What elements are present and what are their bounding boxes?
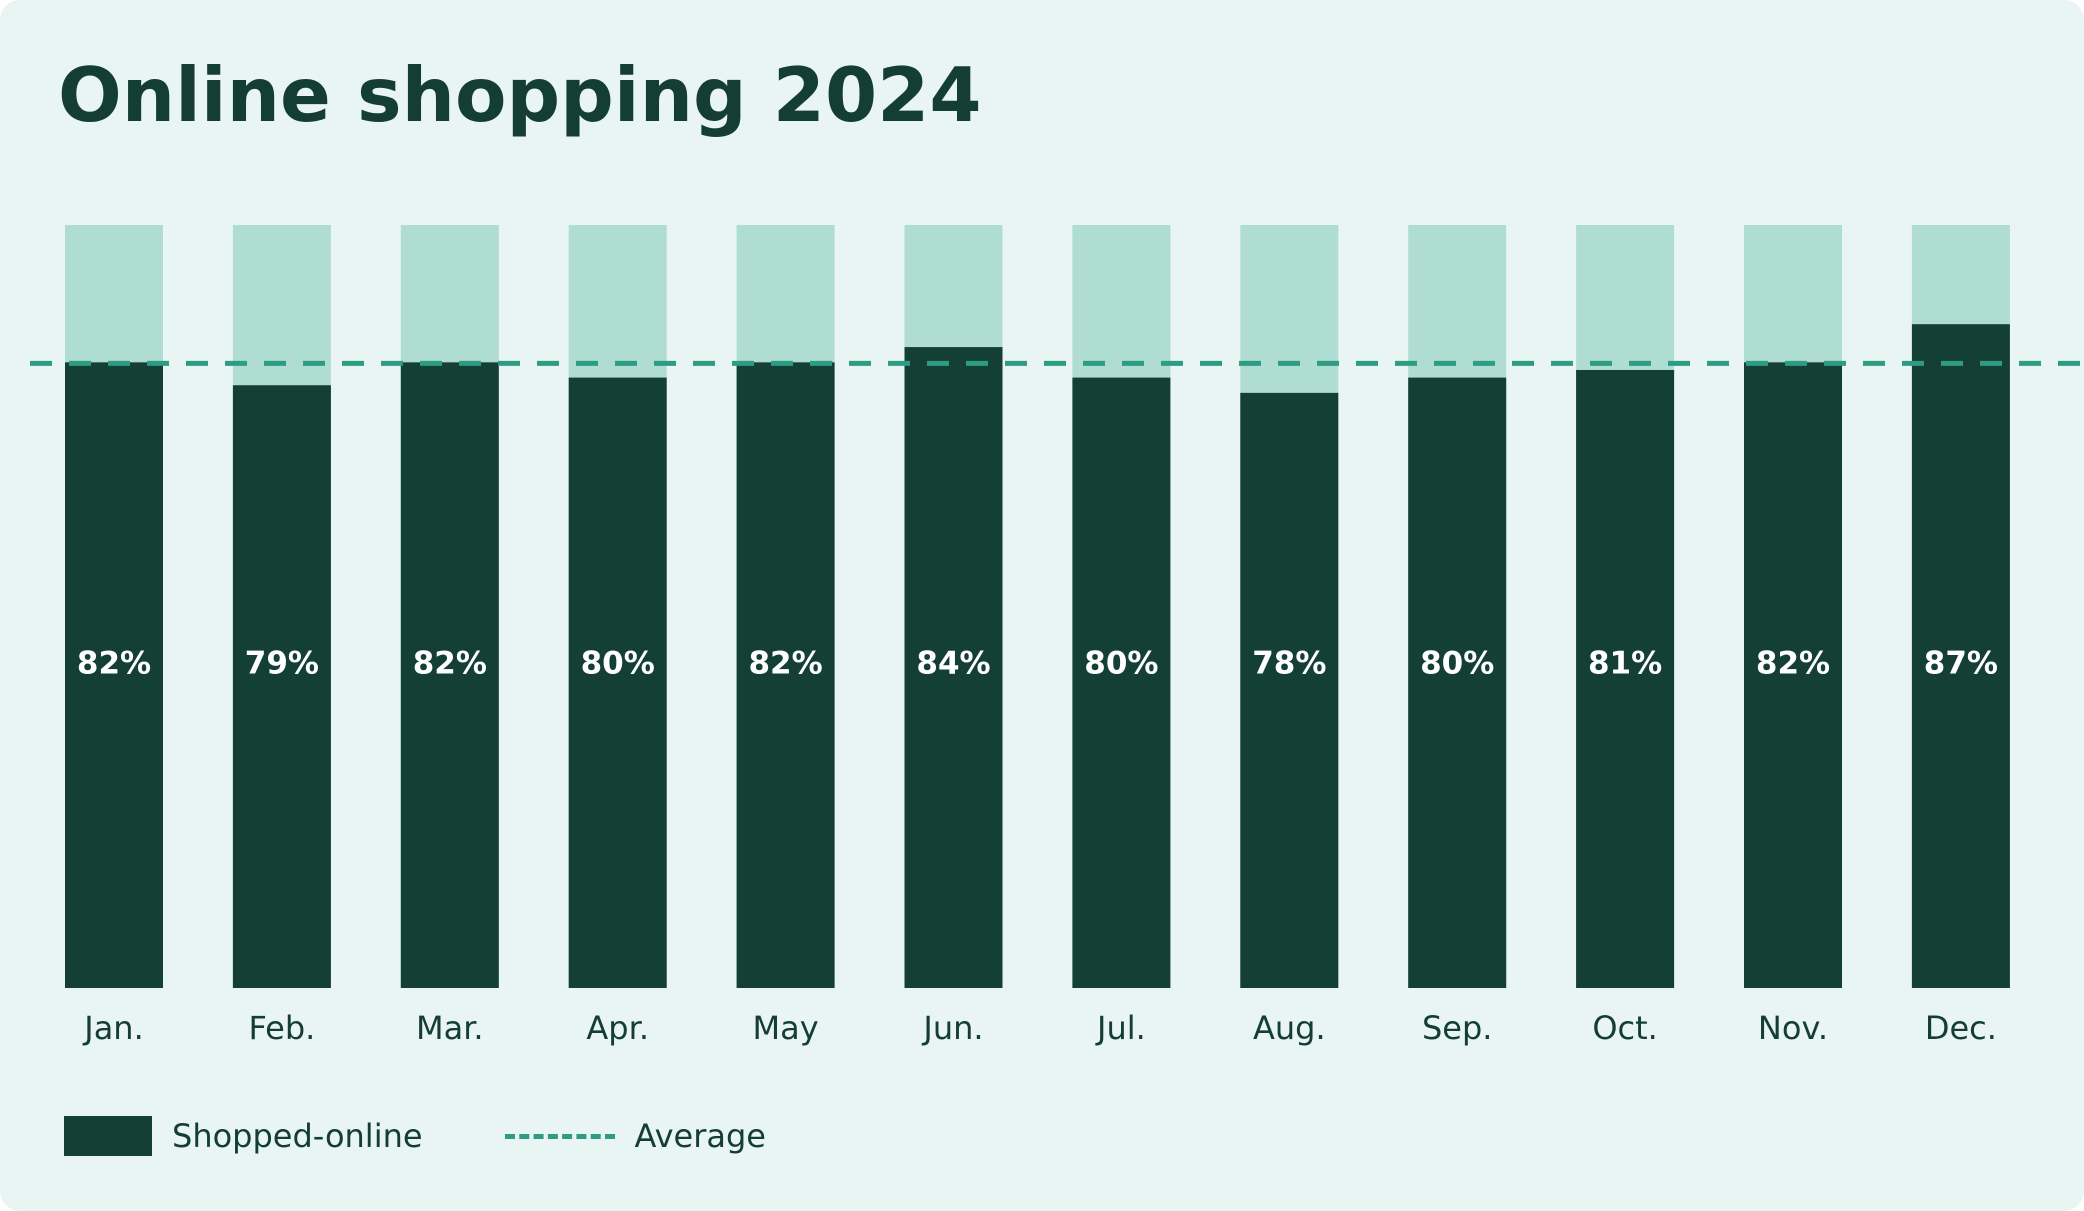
bar-value-label: 80% (1420, 646, 1494, 682)
bar (1911, 324, 2010, 988)
bar-value-label: 84% (916, 646, 990, 682)
x-tick-label: Dec. (1925, 1009, 1997, 1047)
bar-value-label: 82% (413, 646, 487, 682)
x-tick-label: May (753, 1009, 819, 1047)
bar-value-label: 81% (1588, 646, 1662, 682)
x-tick-label: Mar. (416, 1009, 484, 1047)
legend-label-shopped-online: Shopped-online (172, 1117, 423, 1155)
legend-dash (504, 1133, 615, 1139)
x-tick-label: Jul. (1095, 1009, 1146, 1047)
bar (1240, 392, 1339, 988)
bars-group (65, 225, 2010, 989)
bar (568, 377, 667, 989)
bar-value-label: 78% (1252, 646, 1326, 682)
bar-value-label: 87% (1924, 646, 1998, 682)
x-axis-labels: Jan. Feb. Mar. Apr. May Jun. Jul. Aug. Sep. Oct. N… (82, 1009, 1997, 1047)
legend-label-average: Average (634, 1117, 766, 1155)
bar-value-label: 82% (77, 646, 151, 682)
bar-value-label: 82% (748, 646, 822, 682)
bar (736, 362, 835, 989)
x-tick-label: Jun. (921, 1009, 983, 1047)
legend-swatch (64, 1116, 152, 1156)
bar (400, 362, 499, 989)
bar (1408, 377, 1507, 989)
bar (1744, 362, 1842, 989)
bar-value-labels: 82% 79% 82% 80% 82% 84% 80% 78% 80% 81% 82% 87% (77, 646, 1998, 682)
x-tick-label: Oct. (1592, 1009, 1658, 1047)
bar-value-label: 80% (581, 646, 655, 682)
x-tick-label: Jan. (82, 1009, 144, 1047)
legend-item-average: Average (504, 1117, 766, 1155)
x-tick-label: Sep. (1422, 1009, 1492, 1047)
bar (65, 362, 163, 989)
bar (904, 347, 1003, 989)
bar-value-label: 82% (1756, 646, 1830, 682)
x-tick-label: Nov. (1758, 1009, 1828, 1047)
x-tick-label: Apr. (586, 1009, 649, 1047)
legend: Shopped-online Average (64, 1115, 766, 1157)
x-tick-label: Feb. (248, 1009, 315, 1047)
bar (1576, 369, 1675, 989)
chart-title: Online shopping 2024 (58, 51, 982, 139)
bar-value-label: 80% (1084, 646, 1158, 682)
x-tick-label: Aug. (1253, 1009, 1326, 1047)
bar-value-label: 79% (245, 646, 319, 682)
bar (232, 385, 331, 989)
bar (1072, 377, 1171, 989)
legend-item-shopped-online: Shopped-online (64, 1116, 423, 1156)
